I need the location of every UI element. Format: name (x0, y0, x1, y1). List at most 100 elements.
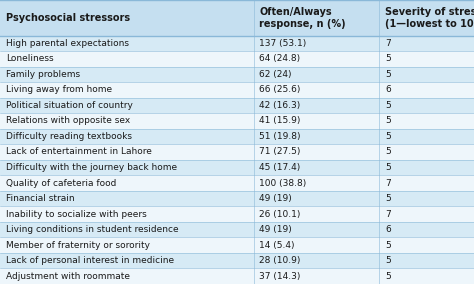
Bar (379, 253, 474, 268)
Text: 6: 6 (385, 225, 391, 234)
Bar (0, 160, 254, 175)
Bar (0, 98, 254, 113)
Bar (254, 160, 379, 175)
Bar (254, 253, 379, 268)
Text: 49 (19): 49 (19) (259, 225, 292, 234)
Bar (379, 144, 474, 160)
Bar (254, 82, 379, 98)
Text: 7: 7 (385, 210, 391, 219)
Bar (379, 129, 474, 144)
Bar (0, 51, 254, 66)
Text: 7: 7 (385, 179, 391, 187)
Text: Difficulty with the journey back home: Difficulty with the journey back home (6, 163, 177, 172)
Text: 5: 5 (385, 132, 391, 141)
Bar (254, 129, 379, 144)
Text: 51 (19.8): 51 (19.8) (259, 132, 301, 141)
Bar (379, 160, 474, 175)
Bar (0, 113, 254, 129)
Bar (379, 51, 474, 66)
Text: 66 (25.6): 66 (25.6) (259, 85, 301, 94)
Bar (379, 191, 474, 206)
Text: High parental expectations: High parental expectations (6, 39, 128, 48)
Text: 64 (24.8): 64 (24.8) (259, 54, 301, 63)
Text: Adjustment with roommate: Adjustment with roommate (6, 272, 130, 281)
Bar (254, 222, 379, 237)
Text: 5: 5 (385, 147, 391, 156)
Text: Member of fraternity or sorority: Member of fraternity or sorority (6, 241, 150, 250)
Text: Psychosocial stressors: Psychosocial stressors (6, 13, 130, 23)
Text: 41 (15.9): 41 (15.9) (259, 116, 301, 126)
Bar (0, 253, 254, 268)
Text: Difficulty reading textbooks: Difficulty reading textbooks (6, 132, 132, 141)
Text: 5: 5 (385, 116, 391, 126)
Bar (254, 51, 379, 66)
Text: Living away from home: Living away from home (6, 85, 112, 94)
Text: Loneliness: Loneliness (6, 54, 53, 63)
Bar (254, 144, 379, 160)
Text: Family problems: Family problems (6, 70, 80, 79)
Bar (0, 36, 254, 51)
Text: Relations with opposite sex: Relations with opposite sex (6, 116, 130, 126)
Bar (254, 98, 379, 113)
Bar (254, 113, 379, 129)
Bar (0, 0, 254, 36)
Text: 5: 5 (385, 54, 391, 63)
Text: 5: 5 (385, 272, 391, 281)
Text: Living conditions in student residence: Living conditions in student residence (6, 225, 178, 234)
Bar (379, 36, 474, 51)
Text: Financial strain: Financial strain (6, 194, 74, 203)
Text: Often/Always
response, n (%): Often/Always response, n (%) (259, 7, 346, 29)
Bar (379, 206, 474, 222)
Bar (0, 268, 254, 284)
Bar (379, 66, 474, 82)
Text: 49 (19): 49 (19) (259, 194, 292, 203)
Bar (0, 191, 254, 206)
Bar (379, 0, 474, 36)
Bar (0, 175, 254, 191)
Text: Quality of cafeteria food: Quality of cafeteria food (6, 179, 116, 187)
Bar (379, 82, 474, 98)
Text: Inability to socialize with peers: Inability to socialize with peers (6, 210, 146, 219)
Bar (0, 206, 254, 222)
Bar (0, 129, 254, 144)
Bar (254, 191, 379, 206)
Bar (254, 206, 379, 222)
Bar (254, 66, 379, 82)
Bar (379, 222, 474, 237)
Text: 100 (38.8): 100 (38.8) (259, 179, 307, 187)
Text: 71 (27.5): 71 (27.5) (259, 147, 301, 156)
Bar (379, 237, 474, 253)
Bar (0, 222, 254, 237)
Bar (254, 175, 379, 191)
Bar (379, 175, 474, 191)
Text: 6: 6 (385, 85, 391, 94)
Text: Lack of personal interest in medicine: Lack of personal interest in medicine (6, 256, 174, 265)
Bar (254, 36, 379, 51)
Text: 5: 5 (385, 70, 391, 79)
Bar (379, 98, 474, 113)
Text: Political situation of country: Political situation of country (6, 101, 133, 110)
Bar (379, 113, 474, 129)
Text: 26 (10.1): 26 (10.1) (259, 210, 301, 219)
Text: 62 (24): 62 (24) (259, 70, 292, 79)
Text: 5: 5 (385, 241, 391, 250)
Bar (254, 268, 379, 284)
Bar (379, 268, 474, 284)
Text: 5: 5 (385, 163, 391, 172)
Text: 42 (16.3): 42 (16.3) (259, 101, 301, 110)
Text: 45 (17.4): 45 (17.4) (259, 163, 301, 172)
Bar (254, 0, 379, 36)
Text: 14 (5.4): 14 (5.4) (259, 241, 295, 250)
Bar (0, 66, 254, 82)
Text: Lack of entertainment in Lahore: Lack of entertainment in Lahore (6, 147, 152, 156)
Bar (0, 144, 254, 160)
Bar (254, 237, 379, 253)
Text: 37 (14.3): 37 (14.3) (259, 272, 301, 281)
Text: 28 (10.9): 28 (10.9) (259, 256, 301, 265)
Text: 5: 5 (385, 101, 391, 110)
Text: 7: 7 (385, 39, 391, 48)
Bar (0, 237, 254, 253)
Text: 137 (53.1): 137 (53.1) (259, 39, 307, 48)
Text: 5: 5 (385, 256, 391, 265)
Bar (0, 82, 254, 98)
